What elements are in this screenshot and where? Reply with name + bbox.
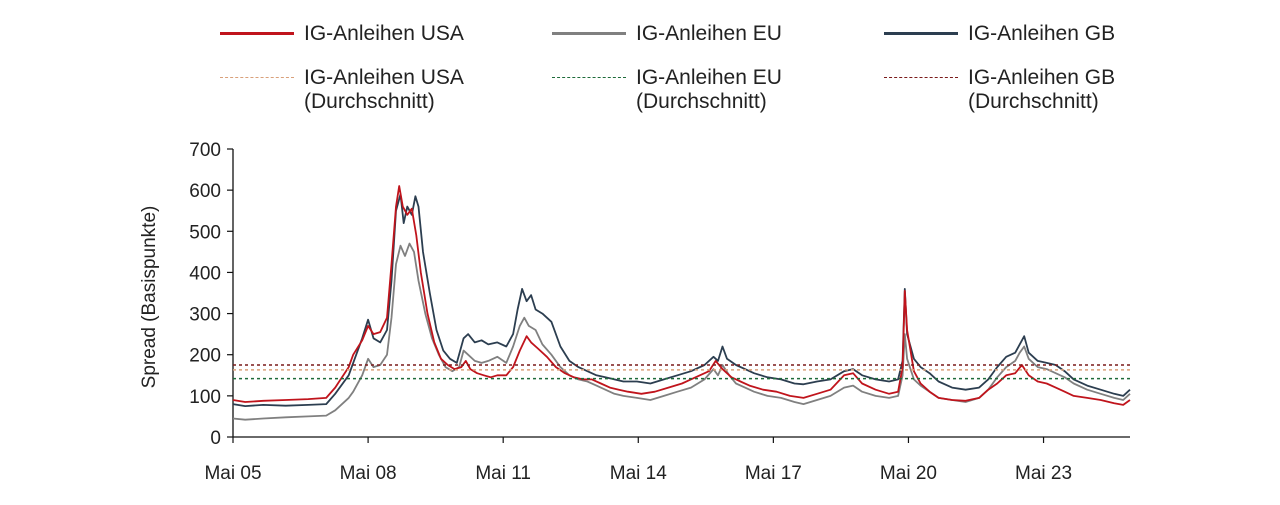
legend-label-line2: (Durchschnitt) [968,90,1099,113]
legend-swatch [884,32,958,35]
legend-label-line1: IG-Anleihen GB [968,66,1116,89]
legend-label: IG-Anleihen USA [304,22,464,46]
legend-swatch [552,32,626,35]
series-line [232,185,1131,406]
legend-label: IG-Anleihen EU (Durchschnitt) [636,66,782,114]
legend-label-line1: IG-Anleihen EU [636,66,782,89]
y-tick-label: 100 [189,387,221,408]
y-tick-label: 0 [210,428,221,449]
legend-swatch [220,32,294,35]
legend-label: IG-Anleihen GB (Durchschnitt) [968,66,1115,114]
y-tick-label: 600 [189,181,221,202]
legend-swatch [552,77,626,78]
y-tick-label: 700 [189,140,221,161]
legend-label: IG-Anleihen USA (Durchschnitt) [304,66,464,114]
legend-label: IG-Anleihen EU [636,22,782,46]
x-tick-label: Mai 11 [475,463,531,484]
legend-swatch [884,77,958,78]
x-tick-label: Mai 05 [204,463,261,484]
series-line [232,242,1131,421]
legend-label-line1: IG-Anleihen USA [304,22,464,45]
x-tick-label: Mai 08 [340,463,397,484]
legend-swatch [220,77,294,78]
y-axis-label: Spread (Basispunkte) [139,206,160,389]
legend-label-line1: IG-Anleihen GB [968,22,1116,45]
y-tick-label: 300 [189,305,221,326]
series-line [232,193,1131,407]
legend-label-line2: (Durchschnitt) [304,90,435,113]
x-tick-label: Mai 20 [880,463,937,484]
x-tick-label: Mai 14 [610,463,667,484]
legend-label: IG-Anleihen GB [968,22,1115,46]
x-tick-label: Mai 17 [745,463,802,484]
y-tick-label: 400 [189,263,221,284]
legend-label-line1: IG-Anleihen USA [304,66,464,89]
y-tick-label: 200 [189,346,221,367]
y-tick-label: 500 [189,222,221,243]
x-tick-label: Mai 23 [1015,463,1072,484]
legend-label-line1: IG-Anleihen EU [636,22,782,45]
legend-label-line2: (Durchschnitt) [636,90,767,113]
